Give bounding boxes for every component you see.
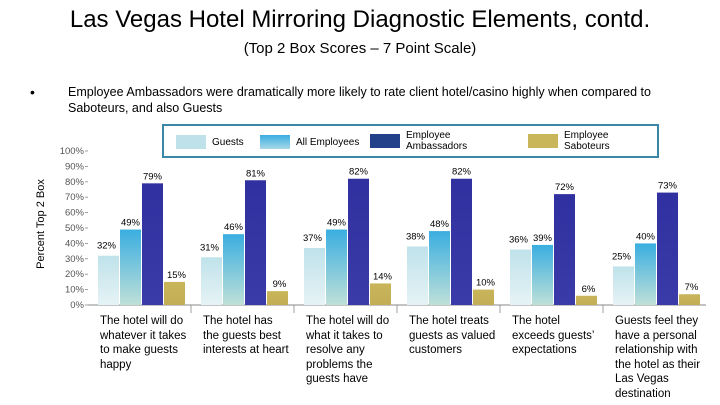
category-label: The hotel will do whatever it takes to m… bbox=[100, 315, 187, 371]
bar-ambassadors bbox=[554, 194, 575, 305]
value-label-saboteurs: 10% bbox=[476, 278, 496, 289]
y-tick-label: 100% bbox=[60, 146, 85, 157]
y-tick-label: 50% bbox=[65, 223, 85, 234]
legend-label-all-employees: All Employees bbox=[296, 136, 360, 148]
legend-item-saboteurs: Employee Saboteurs bbox=[528, 130, 630, 152]
bar-saboteurs bbox=[679, 294, 700, 305]
value-label-ambassadors: 72% bbox=[555, 182, 575, 193]
bar-ambassadors bbox=[657, 192, 678, 305]
value-label-all-employees: 40% bbox=[636, 231, 656, 242]
value-label-all-employees: 46% bbox=[224, 222, 244, 233]
y-tick-label: 0% bbox=[70, 300, 84, 311]
page-subtitle: (Top 2 Box Scores – 7 Point Scale) bbox=[243, 40, 477, 57]
value-label-guests: 36% bbox=[509, 235, 529, 246]
legend-swatch-saboteurs bbox=[528, 134, 558, 148]
value-label-guests: 38% bbox=[406, 231, 426, 242]
bar-guests bbox=[407, 246, 428, 305]
bar-saboteurs bbox=[164, 281, 185, 305]
y-tick-label: 10% bbox=[65, 285, 85, 296]
bullet-text: Employee Ambassadors were dramatically m… bbox=[68, 85, 651, 115]
page-title: Las Vegas Hotel Mirroring Diagnostic Ele… bbox=[69, 6, 651, 33]
bar-guests bbox=[98, 255, 119, 305]
y-axis-label: Percent Top 2 Box bbox=[35, 179, 47, 269]
bar-all-employees bbox=[326, 229, 347, 305]
bar-saboteurs bbox=[370, 283, 391, 305]
bar-guests bbox=[510, 249, 531, 305]
bar-all-employees bbox=[635, 243, 656, 305]
bar-ambassadors bbox=[451, 178, 472, 305]
legend-item-guests: Guests bbox=[176, 135, 244, 149]
value-label-saboteurs: 15% bbox=[167, 270, 187, 281]
value-label-ambassadors: 79% bbox=[143, 171, 163, 182]
category-label: The hotel has the guests best interests … bbox=[203, 315, 289, 356]
legend-label-ambassadors: Employee Ambassadors bbox=[406, 130, 468, 152]
bar-ambassadors bbox=[348, 178, 369, 305]
bar-ambassadors bbox=[142, 183, 163, 305]
category-label: The hotel exceeds guests’ expectations bbox=[512, 315, 595, 356]
y-tick-label: 40% bbox=[65, 238, 85, 249]
bullet-marker: • bbox=[30, 84, 35, 100]
value-label-guests: 32% bbox=[97, 241, 117, 252]
value-label-all-employees: 49% bbox=[121, 218, 141, 229]
bar-all-employees bbox=[223, 234, 244, 305]
legend-swatch-ambassadors bbox=[370, 134, 400, 148]
legend-swatch-guests bbox=[176, 135, 206, 149]
category-label: Guests feel they have a personal relatio… bbox=[615, 315, 701, 400]
legend-item-all-employees: All Employees bbox=[260, 135, 359, 149]
bar-ambassadors bbox=[245, 180, 266, 305]
value-label-guests: 37% bbox=[303, 233, 323, 244]
value-label-saboteurs: 14% bbox=[373, 271, 393, 282]
value-label-ambassadors: 82% bbox=[452, 167, 472, 178]
y-tick-label: 60% bbox=[65, 208, 85, 219]
legend-item-ambassadors: Employee Ambassadors bbox=[370, 130, 486, 152]
value-label-ambassadors: 73% bbox=[658, 181, 678, 192]
value-label-saboteurs: 9% bbox=[273, 279, 287, 290]
y-tick-label: 20% bbox=[65, 269, 85, 280]
y-tick-label: 30% bbox=[65, 254, 85, 265]
bar-all-employees bbox=[120, 229, 141, 305]
bar-saboteurs bbox=[267, 291, 288, 305]
legend-label-guests: Guests bbox=[212, 136, 244, 148]
value-label-ambassadors: 82% bbox=[349, 167, 369, 178]
value-label-all-employees: 48% bbox=[430, 219, 450, 230]
value-label-guests: 31% bbox=[200, 242, 220, 253]
bar-guests bbox=[304, 248, 325, 305]
bar-all-employees bbox=[532, 244, 553, 305]
category-label: The hotel will do what it takes to resol… bbox=[306, 315, 390, 385]
value-label-all-employees: 49% bbox=[327, 218, 347, 229]
chart-legend: Guests All Employees Employee Ambassador… bbox=[162, 124, 659, 158]
bar-saboteurs bbox=[473, 289, 494, 305]
y-tick-label: 70% bbox=[65, 192, 85, 203]
bar-all-employees bbox=[429, 231, 450, 305]
value-label-saboteurs: 7% bbox=[685, 282, 699, 293]
bar-guests bbox=[613, 266, 634, 305]
y-tick-label: 80% bbox=[65, 177, 85, 188]
legend-label-saboteurs: Employee Saboteurs bbox=[564, 130, 610, 152]
y-tick-label: 90% bbox=[65, 161, 85, 172]
category-label: The hotel treats guests as valued custom… bbox=[409, 315, 496, 356]
legend-swatch-all-employees bbox=[260, 135, 290, 149]
value-label-all-employees: 39% bbox=[533, 233, 553, 244]
bar-saboteurs bbox=[576, 295, 597, 305]
value-label-saboteurs: 6% bbox=[582, 284, 596, 295]
bar-guests bbox=[201, 257, 222, 305]
value-label-ambassadors: 81% bbox=[246, 168, 266, 179]
value-label-guests: 25% bbox=[612, 252, 632, 263]
